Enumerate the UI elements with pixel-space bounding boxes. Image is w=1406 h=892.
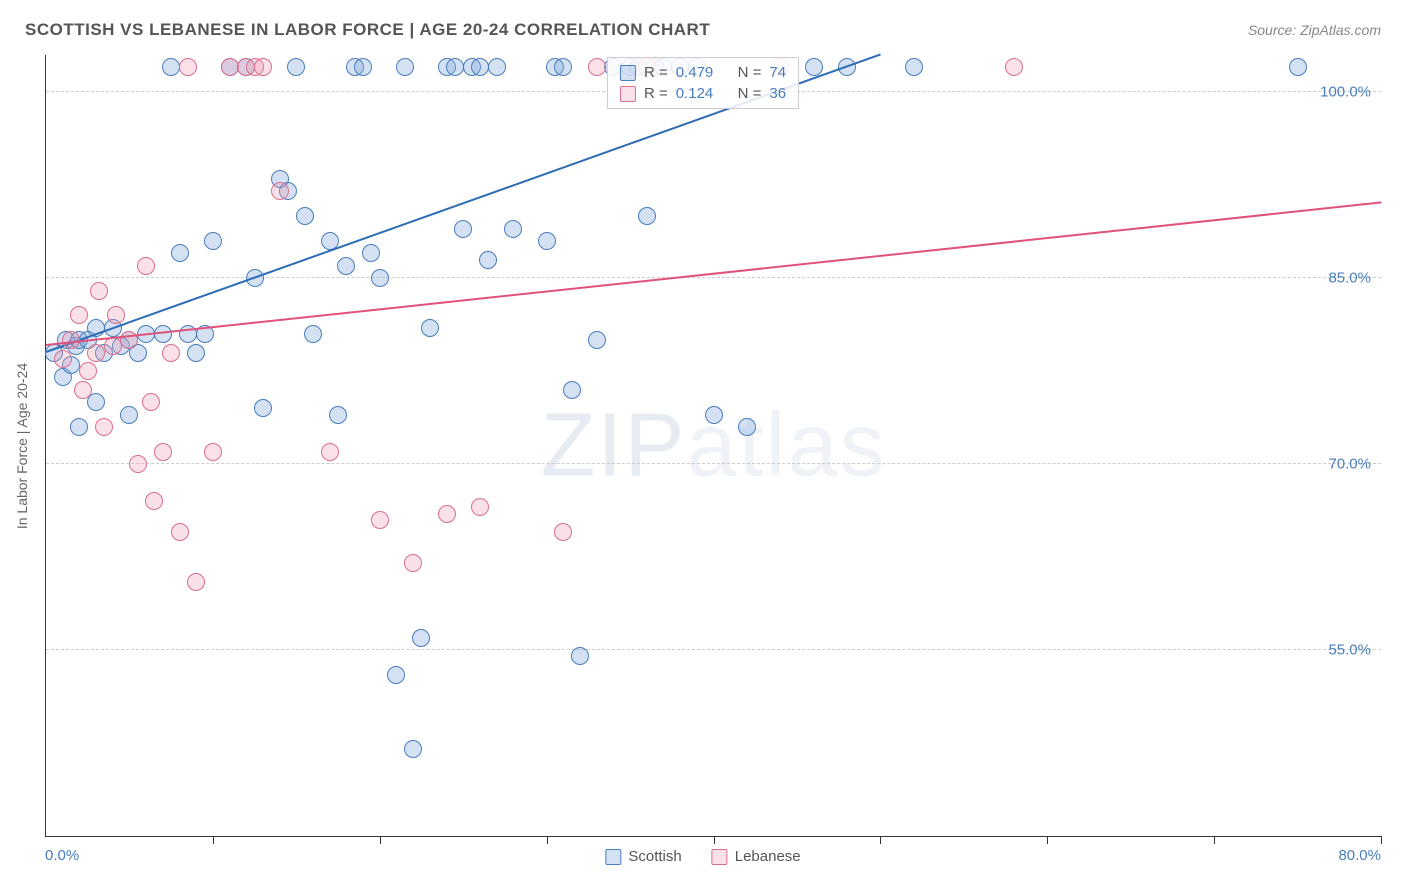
x-axis-label-min: 0.0% (45, 847, 79, 864)
data-point (354, 58, 372, 76)
data-point (471, 498, 489, 516)
data-point (454, 220, 472, 238)
data-point (254, 58, 272, 76)
data-point (254, 399, 272, 417)
data-point (554, 523, 572, 541)
data-point (554, 58, 572, 76)
data-point (70, 418, 88, 436)
x-axis-tick (1047, 836, 1048, 844)
x-axis-tick (1214, 836, 1215, 844)
y-axis-tick-label: 85.0% (1328, 270, 1371, 287)
data-point (504, 220, 522, 238)
data-point (271, 182, 289, 200)
data-point (70, 306, 88, 324)
data-point (104, 337, 122, 355)
data-point (221, 58, 239, 76)
data-point (179, 58, 197, 76)
data-point (162, 344, 180, 362)
data-point (95, 418, 113, 436)
data-point (438, 505, 456, 523)
data-point (337, 257, 355, 275)
data-point (905, 58, 923, 76)
data-point (87, 344, 105, 362)
data-point (563, 381, 581, 399)
data-point (304, 325, 322, 343)
data-point (588, 331, 606, 349)
data-point (571, 647, 589, 665)
chart-plot-area: ZIPatlas 55.0%70.0%85.0%100.0% (45, 55, 1381, 837)
x-axis-tick (880, 836, 881, 844)
stats-swatch-lebanese (620, 86, 636, 102)
data-point (371, 511, 389, 529)
stats-row-scottish: R = 0.479 N = 74 (620, 62, 786, 83)
stats-legend-box: R = 0.479 N = 74 R = 0.124 N = 36 (607, 57, 799, 109)
data-point (120, 406, 138, 424)
x-axis-tick (380, 836, 381, 844)
data-point (396, 58, 414, 76)
data-point (329, 406, 347, 424)
gridline-horizontal (46, 463, 1381, 464)
y-axis-tick-label: 55.0% (1328, 642, 1371, 659)
data-point (142, 393, 160, 411)
data-point (90, 282, 108, 300)
legend-swatch-scottish (605, 849, 621, 865)
data-point (362, 244, 380, 262)
data-point (296, 207, 314, 225)
x-axis-tick (714, 836, 715, 844)
data-point (287, 58, 305, 76)
legend-swatch-lebanese (712, 849, 728, 865)
data-point (705, 406, 723, 424)
legend: Scottish Lebanese (605, 848, 800, 865)
data-point (171, 244, 189, 262)
data-point (107, 306, 125, 324)
data-point (54, 350, 72, 368)
data-point (87, 393, 105, 411)
data-point (479, 251, 497, 269)
y-axis-title: In Labor Force | Age 20-24 (14, 363, 30, 529)
legend-item-lebanese: Lebanese (712, 848, 801, 865)
data-point (204, 232, 222, 250)
data-point (129, 455, 147, 473)
data-point (371, 269, 389, 287)
data-point (638, 207, 656, 225)
x-axis-label-max: 80.0% (1338, 847, 1381, 864)
data-point (1289, 58, 1307, 76)
data-point (137, 257, 155, 275)
data-point (446, 58, 464, 76)
data-point (738, 418, 756, 436)
source-label: Source: ZipAtlas.com (1248, 22, 1381, 38)
data-point (538, 232, 556, 250)
data-point (162, 58, 180, 76)
data-point (404, 554, 422, 572)
data-point (171, 523, 189, 541)
data-point (321, 443, 339, 461)
data-point (154, 443, 172, 461)
data-point (387, 666, 405, 684)
stats-row-lebanese: R = 0.124 N = 36 (620, 83, 786, 104)
x-axis-tick (213, 836, 214, 844)
data-point (488, 58, 506, 76)
data-point (145, 492, 163, 510)
y-axis-tick-label: 70.0% (1328, 456, 1371, 473)
stats-swatch-scottish (620, 65, 636, 81)
data-point (412, 629, 430, 647)
x-axis-tick (1381, 836, 1382, 844)
data-point (1005, 58, 1023, 76)
data-point (421, 319, 439, 337)
data-point (588, 58, 606, 76)
chart-title: SCOTTISH VS LEBANESE IN LABOR FORCE | AG… (25, 20, 710, 40)
data-point (204, 443, 222, 461)
data-point (187, 573, 205, 591)
data-point (187, 344, 205, 362)
data-point (404, 740, 422, 758)
data-point (471, 58, 489, 76)
x-axis-tick (547, 836, 548, 844)
y-axis-tick-label: 100.0% (1320, 84, 1371, 101)
legend-item-scottish: Scottish (605, 848, 681, 865)
gridline-horizontal (46, 649, 1381, 650)
data-point (79, 362, 97, 380)
data-point (74, 381, 92, 399)
